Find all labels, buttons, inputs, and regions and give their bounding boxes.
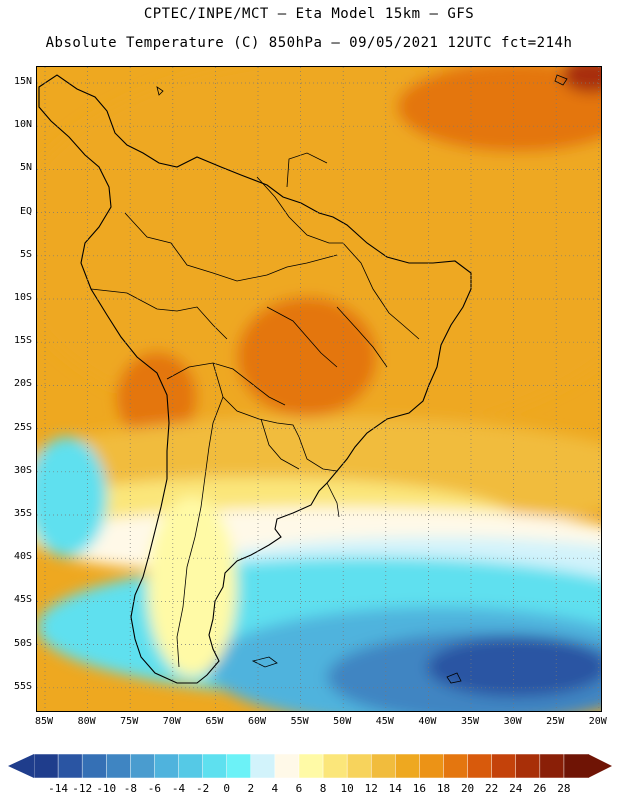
longitude-label: 75W [120, 716, 139, 727]
title-line-1: CPTEC/INPE/MCT – Eta Model 15km – GFS [143, 6, 475, 22]
colorbar-label: 26 [533, 782, 547, 795]
latitude-label: 50S [13, 637, 32, 649]
colorbar-segment [491, 753, 517, 779]
colorbar-label: 18 [436, 782, 451, 795]
colorbar-segment [178, 753, 204, 779]
colorbar-segment [419, 753, 445, 779]
latitude-label: 35S [13, 508, 32, 519]
colorbar-label: 0 [223, 782, 230, 795]
longitude-label: 35W [460, 716, 480, 727]
country-borders [90, 152, 420, 668]
deep-blue-core [427, 637, 601, 697]
title-line-2: Absolute Temperature (C) 850hPa – 09/05/… [45, 35, 573, 51]
colorbar-label: -6 [147, 782, 162, 795]
colorbar-label: -12 [72, 782, 93, 795]
longitude-label: 80W [77, 716, 96, 727]
latitude-label: 10N [13, 119, 32, 131]
colorbar-segment [81, 753, 108, 779]
latitude-label: 25S [13, 421, 32, 433]
hot-spot-corner [562, 67, 601, 93]
latitude-label: 10S [13, 292, 32, 303]
colorbar-label: -10 [96, 782, 117, 795]
colorbar-label: 14 [388, 782, 402, 795]
colorbar-label: 8 [319, 782, 327, 795]
colorbar-label: 2 [247, 782, 255, 795]
yellow-patagonia [147, 497, 237, 677]
colorbar-segment [226, 753, 252, 779]
colorbar-segment [467, 753, 493, 779]
colorbar-segment [106, 753, 132, 779]
warm-region [37, 67, 601, 437]
colorbar-segment [395, 753, 421, 779]
colorbar-segment [202, 753, 228, 779]
colorbar-segment [57, 753, 83, 779]
latitude-label: 5N [19, 162, 32, 174]
colorbar-label: -14 [48, 782, 69, 795]
longitude-label: 45W [375, 716, 394, 727]
colorbar-label: 4 [271, 782, 279, 795]
colorbar-segment [370, 753, 397, 779]
longitude-label: 65W [205, 716, 224, 727]
colorbar-segment [250, 753, 276, 779]
longitude-label: 55W [290, 716, 309, 727]
hot-spot-atlantic [397, 67, 601, 152]
south-america-coastline [38, 74, 472, 684]
latitude-label: EQ [19, 205, 32, 217]
colorbar [8, 753, 612, 779]
longitude-label: 25W [546, 716, 565, 727]
colorbar-segment [346, 753, 372, 779]
temperature-field [37, 67, 601, 711]
islands [156, 74, 568, 684]
latitude-label: 15S [13, 335, 32, 347]
latitude-label: 40S [13, 551, 32, 563]
longitude-label: 40W [418, 716, 437, 727]
colorbar-label: 24 [509, 782, 523, 795]
temperature-map [36, 66, 602, 712]
latitude-label: 5S [19, 248, 32, 260]
colorbar-label: -2 [195, 782, 210, 795]
colorbar-segment [322, 753, 348, 779]
colorbar-segment [443, 753, 469, 779]
colorbar-segment [515, 753, 541, 779]
latitude-label: 30S [13, 464, 32, 476]
colorbar-segment [130, 753, 156, 779]
colorbar-label: 16 [412, 782, 427, 795]
colorbar-label: 10 [340, 782, 354, 795]
latitude-label: 55S [13, 680, 32, 692]
colorbar-segment [33, 753, 59, 779]
colorbar-label: -4 [171, 782, 186, 795]
colorbar-max-arrow [588, 754, 612, 778]
colorbar-segment [298, 753, 324, 779]
colorbar-segment [539, 753, 565, 779]
latitude-label: 45S [13, 594, 32, 606]
colorbar-label: 12 [364, 782, 378, 795]
colorbar-segment [274, 753, 300, 779]
hot-spot-interior [237, 297, 377, 417]
colorbar-segment [563, 753, 589, 779]
cyan-pacific-west [37, 437, 107, 557]
colorbar-label: 22 [485, 782, 499, 795]
longitude-label: 85W [34, 716, 54, 727]
latitude-label: 15N [13, 76, 32, 87]
colorbar-label: -8 [123, 782, 137, 795]
longitude-label: 50W [333, 716, 352, 727]
colorbar-min-arrow [8, 754, 34, 778]
longitude-label: 20W [588, 716, 607, 727]
colorbar-segment [154, 753, 180, 779]
hot-spot-andes [117, 352, 197, 442]
colorbar-label: 20 [460, 782, 475, 795]
colorbar-label: 6 [295, 782, 303, 795]
colorbar-label: 28 [557, 782, 571, 795]
longitude-label: 70W [162, 716, 181, 727]
longitude-label: 30W [503, 716, 522, 727]
longitude-label: 60W [247, 716, 267, 727]
latitude-label: 20S [13, 378, 32, 390]
